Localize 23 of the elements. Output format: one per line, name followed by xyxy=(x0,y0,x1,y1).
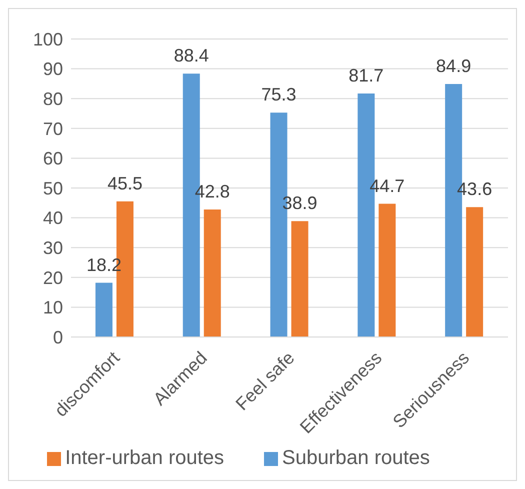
data-label: 88.4 xyxy=(174,46,209,66)
bar xyxy=(291,221,308,337)
data-label: 81.7 xyxy=(348,66,384,86)
y-tick-label: 50 xyxy=(42,178,63,198)
y-tick-label: 90 xyxy=(42,59,63,80)
y-tick-label: 40 xyxy=(42,208,63,228)
data-label: 84.9 xyxy=(436,56,472,76)
y-tick-label: 20 xyxy=(42,268,63,288)
bar xyxy=(466,207,484,337)
data-label: 75.3 xyxy=(261,84,296,105)
data-label: 45.5 xyxy=(107,173,142,194)
bar xyxy=(204,209,221,337)
y-tick-label: 30 xyxy=(42,238,63,258)
legend-label: Inter-urban routes xyxy=(65,447,224,469)
bar xyxy=(95,282,112,337)
y-tick-label: 10 xyxy=(42,298,63,318)
y-tick-label: 0 xyxy=(52,327,63,348)
y-tick-label: 70 xyxy=(42,118,63,139)
y-tick-label: 60 xyxy=(42,148,63,169)
legend-label: Suburban routes xyxy=(282,447,430,469)
bar xyxy=(378,204,396,337)
y-tick-label: 80 xyxy=(42,88,63,109)
y-tick-label: 100 xyxy=(32,29,63,50)
